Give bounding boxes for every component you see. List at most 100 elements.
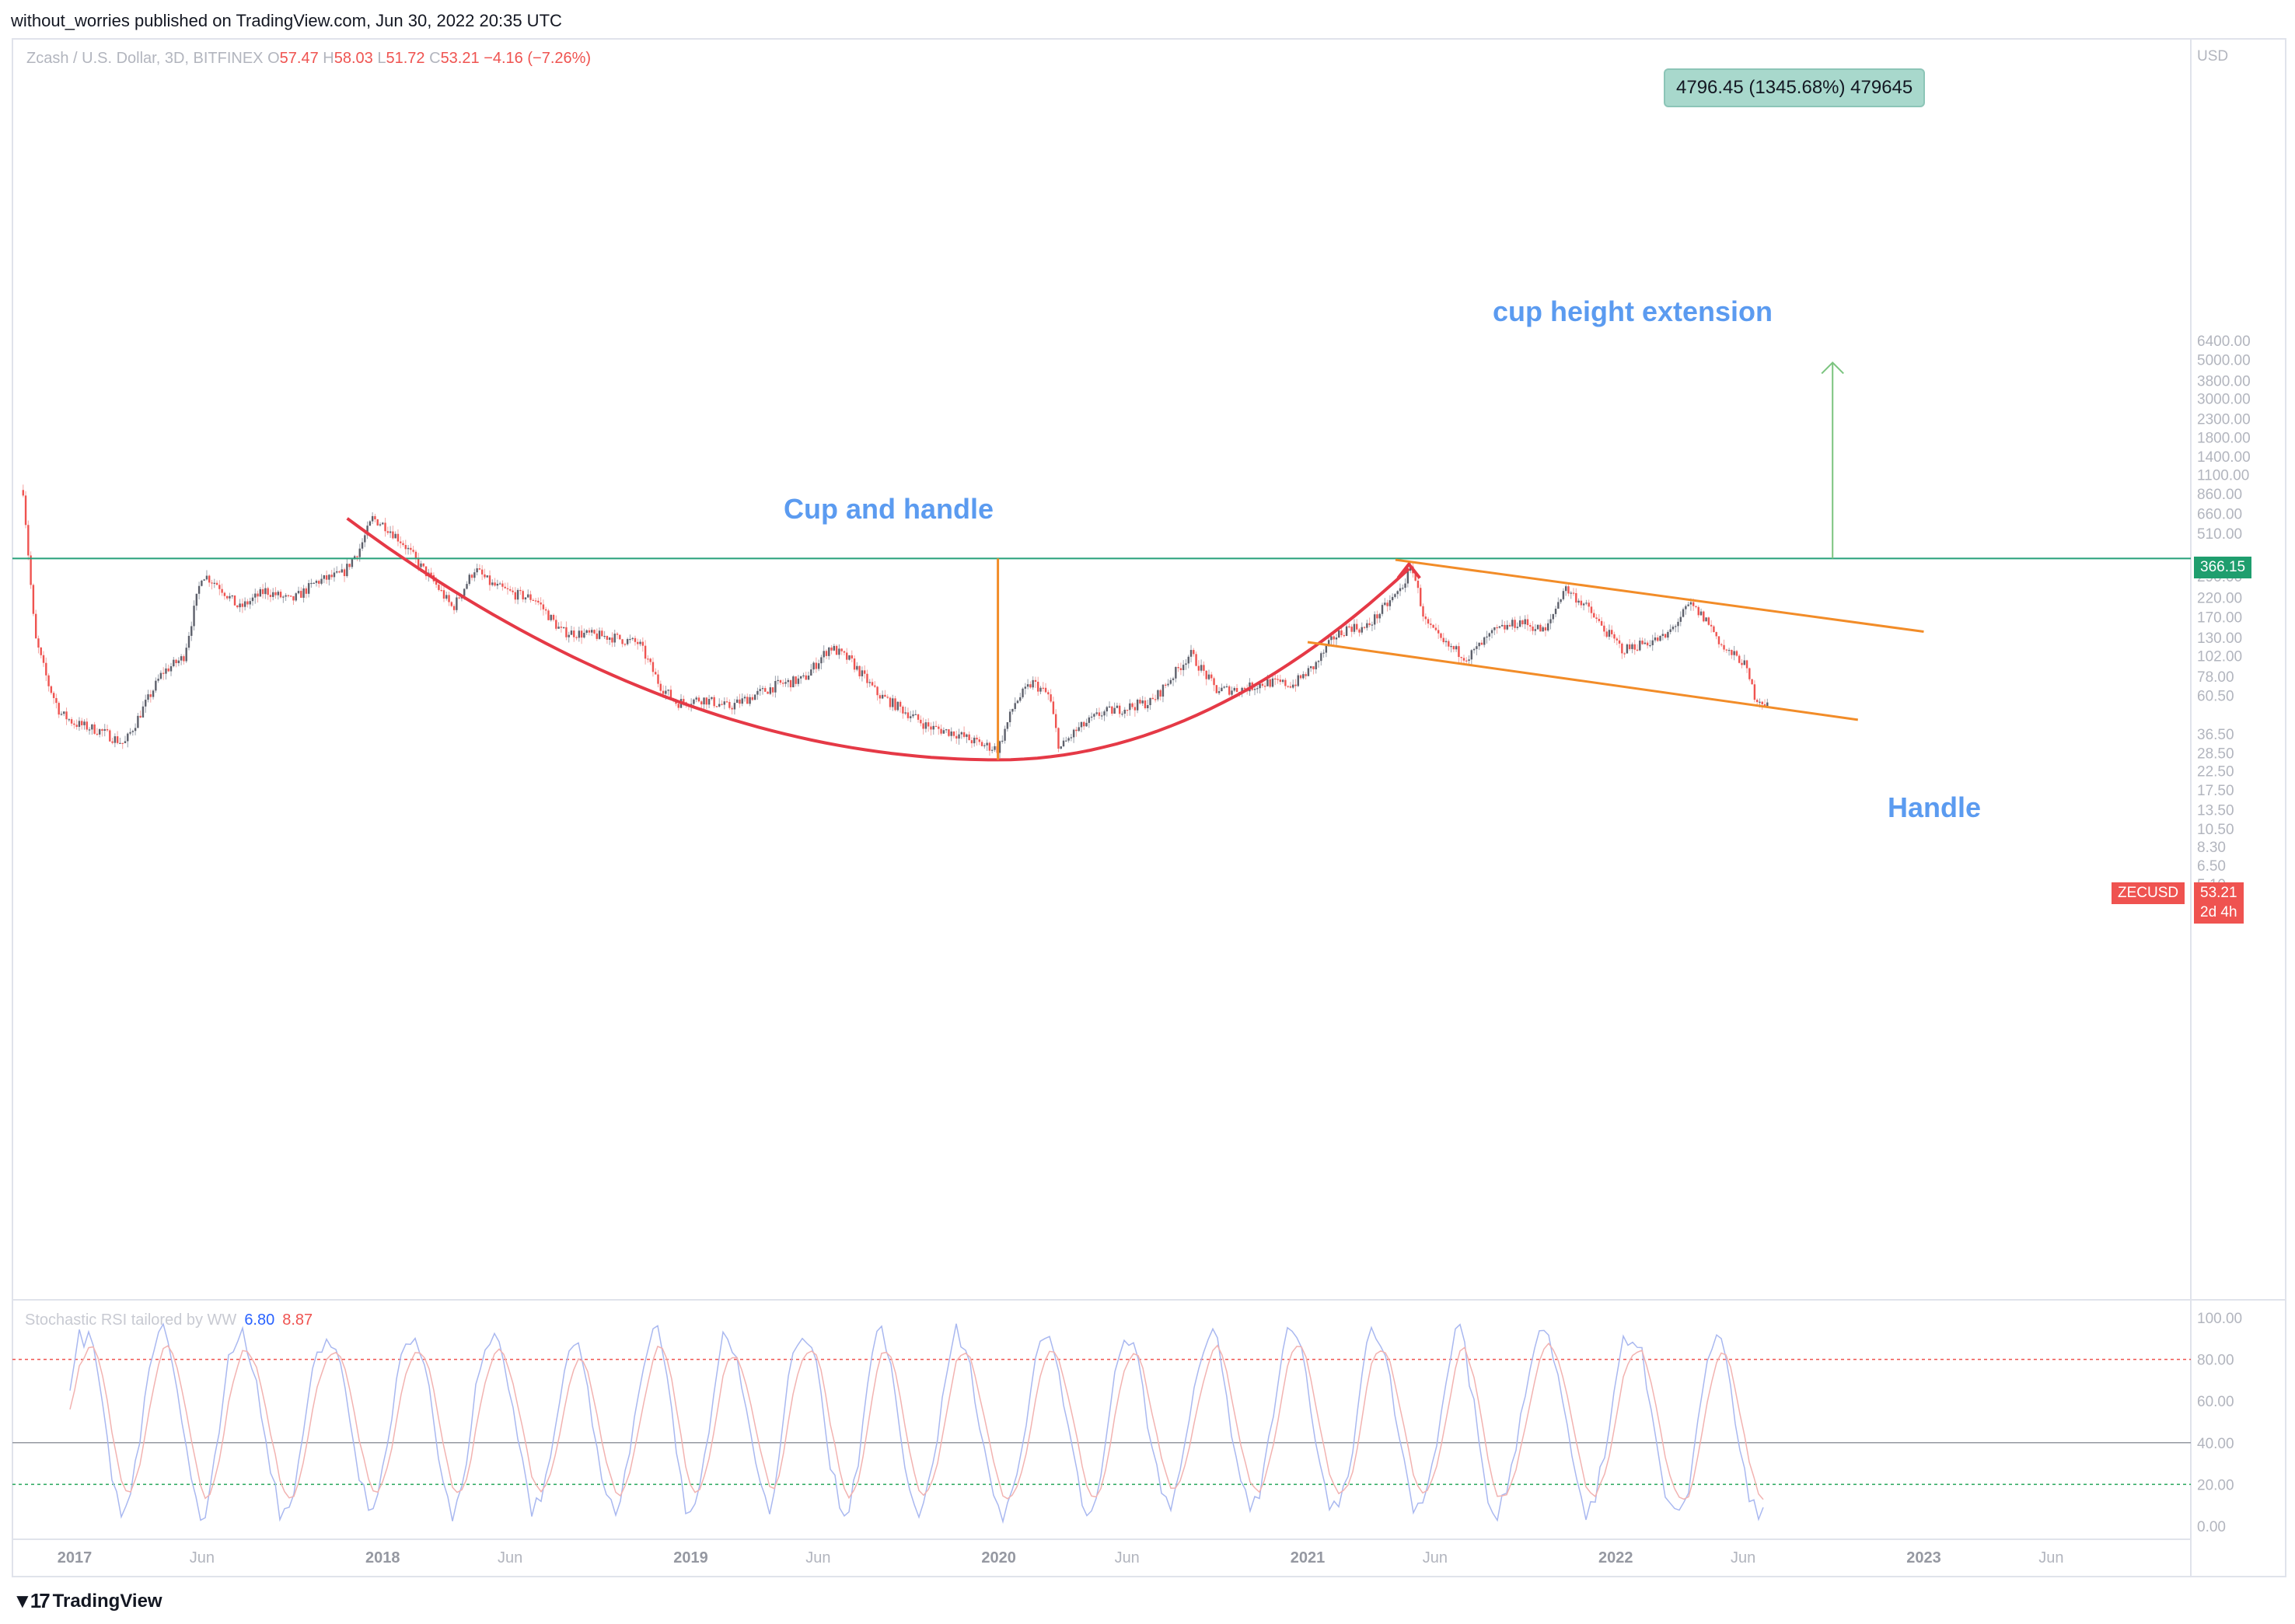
candle-body [34,613,37,639]
candle-body [1759,701,1761,703]
stoch-k-line [69,1322,1764,1524]
currency-label: USD [2197,48,2228,65]
candle-body [1755,700,1759,703]
candle-body [445,595,448,599]
candle-body [348,564,351,568]
candle-body [1294,684,1297,686]
candle-body [1085,722,1088,727]
candle-body [1521,620,1524,624]
candle-body [659,683,662,691]
candle-body [1340,630,1343,636]
candle-body [1478,642,1480,647]
candle-body [578,630,581,638]
candle-body [1420,588,1422,606]
candle-body [973,737,976,744]
price-tick-label: 660.00 [2197,507,2242,523]
candle-body [1636,649,1639,651]
candle-body [1506,624,1508,630]
candle-body [328,575,330,580]
candle-body [1616,638,1618,641]
candle-body [1667,631,1669,638]
candle-body [134,728,137,732]
candle-body [1200,665,1203,671]
candle-body [1633,644,1636,650]
candle-body [746,697,749,704]
time-tick-label: Jun [1115,1549,1140,1566]
candle-body [1544,627,1547,631]
candle-body [1733,651,1735,655]
candle-body [404,545,407,550]
candle-body [488,575,491,585]
candle-body [958,734,960,739]
candle-body [175,659,177,664]
candle-body [1504,624,1506,630]
candle-body [1221,687,1223,692]
candle-body [246,601,249,605]
candle-body [1689,602,1692,605]
handle-upper-line [1395,558,1924,634]
candle-body [756,690,759,695]
candle-body [101,729,103,731]
oscillator-tick-label: 40.00 [2197,1436,2234,1452]
candle-body [1707,617,1710,625]
candle-body [1644,642,1647,644]
candle-body [1322,652,1325,654]
candle-body [1279,679,1282,683]
target-measure-box[interactable]: 4796.45 (1345.68%) 479645 [1664,68,1926,107]
candle-body [1022,688,1024,697]
time-tick-label: 2020 [981,1549,1016,1566]
candle-body [512,590,514,592]
candle-body [1692,602,1695,606]
candle-body [272,592,274,597]
candle-body [1621,643,1623,654]
candle-body [1598,619,1601,621]
candle-body [697,697,700,702]
candle-body [261,588,264,595]
candle-body [295,593,297,601]
candle-body [1526,619,1529,626]
cup-and-handle-label: Cup and handle [784,493,994,525]
candle-body [1182,665,1185,671]
candle-body [1516,627,1519,628]
candle-body [1253,689,1256,690]
candle-body [1748,668,1751,679]
candle-body [400,541,402,543]
candle-body [195,593,198,606]
candle-body [820,657,823,664]
tradingview-logo[interactable]: ▼17 TradingView [12,1589,162,1613]
candle-body [629,638,631,641]
candle-body [463,588,466,596]
candle-body [1675,626,1677,627]
candle-body [254,593,257,598]
candle-body [98,729,101,735]
time-tick-label: 2022 [1598,1549,1633,1566]
price-tick-label: 1400.00 [2197,449,2251,466]
candle-body [1399,588,1402,592]
candle-body [1062,740,1065,746]
candle-body [1193,650,1195,655]
candle-body [435,581,438,585]
candle-body [1113,707,1116,714]
high-label: H [323,50,334,67]
candle-body [1661,634,1664,636]
candle-body [185,648,187,662]
candle-body [267,588,269,595]
candle-body [1458,646,1460,658]
candle-body [1657,637,1659,641]
candle-body [47,675,50,686]
candle-body [1687,604,1689,606]
candle-body [1508,624,1511,627]
candle-body [1761,701,1763,704]
candle-body [1271,678,1274,687]
candle-body [1472,648,1476,651]
candle-body [351,559,354,568]
candle-body [1289,686,1292,688]
candle-body [731,707,733,710]
time-tick-label: Jun [190,1549,215,1566]
price-tick-label: 8.30 [2197,840,2226,856]
candle-body [414,551,417,558]
time-tick-label: 2018 [365,1549,400,1566]
candle-body [1315,662,1317,669]
candle-body [491,582,494,585]
